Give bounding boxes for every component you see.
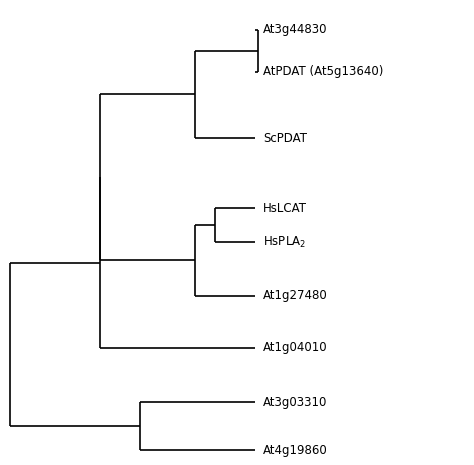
Text: At1g04010: At1g04010 [263, 341, 328, 354]
Text: At3g44830: At3g44830 [263, 24, 328, 36]
Text: AtPDAT (At5g13640): AtPDAT (At5g13640) [263, 66, 383, 79]
Text: At3g03310: At3g03310 [263, 396, 328, 408]
Text: HsLCAT: HsLCAT [263, 201, 307, 214]
Text: At4g19860: At4g19860 [263, 444, 328, 457]
Text: HsPLA$_2$: HsPLA$_2$ [263, 234, 306, 250]
Text: At1g27480: At1g27480 [263, 290, 328, 303]
Text: ScPDAT: ScPDAT [263, 132, 307, 145]
